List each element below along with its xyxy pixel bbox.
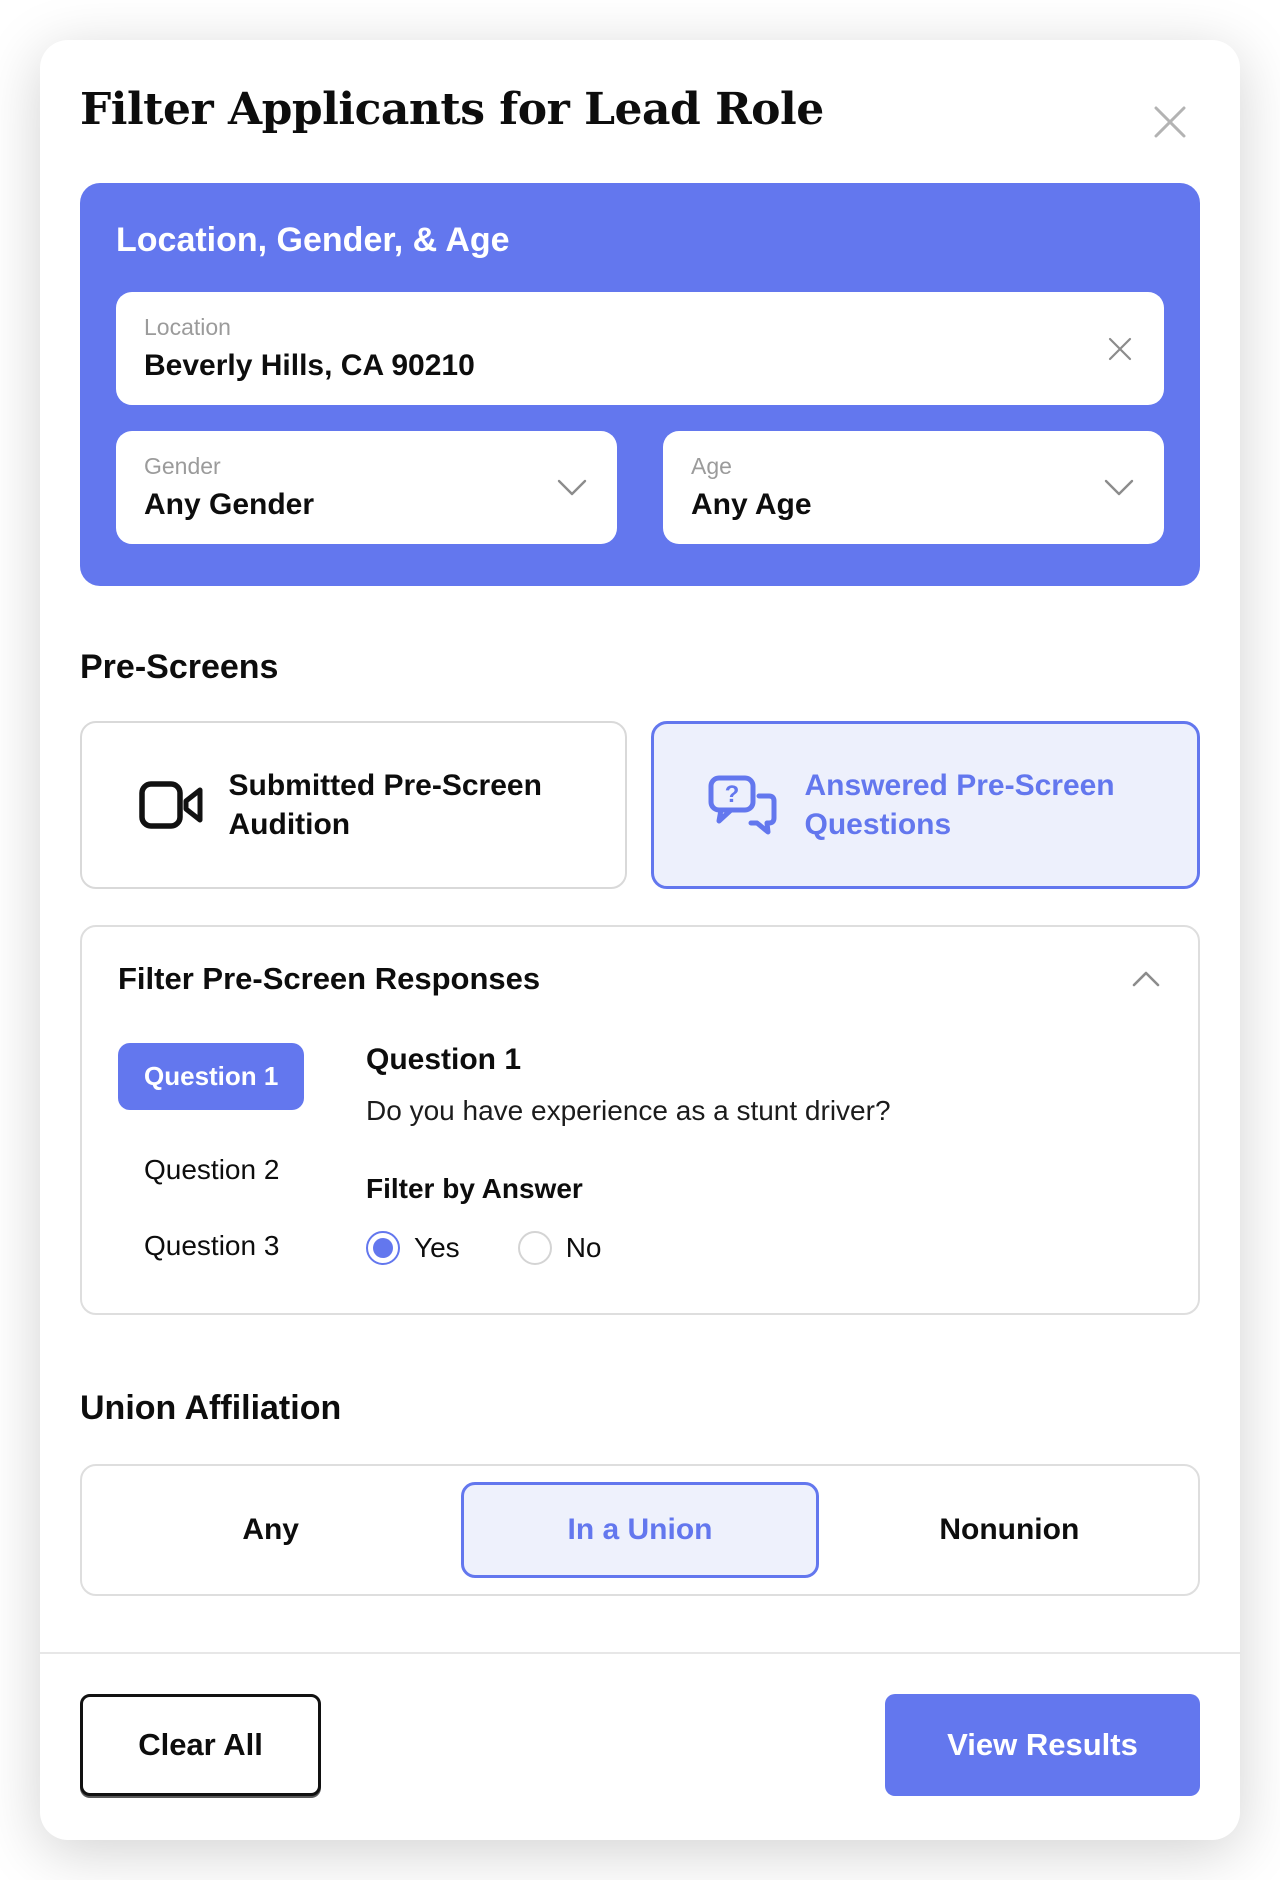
gender-field-text: Gender Any Gender: [144, 453, 314, 522]
gender-age-row: Gender Any Gender Age Any Age: [116, 431, 1164, 544]
location-field-text: Location Beverly Hills, CA 90210: [144, 314, 475, 383]
clear-location-button[interactable]: [1104, 333, 1136, 365]
modal-body: Filter Applicants for Lead Role Location…: [40, 40, 1240, 1652]
radio-no-label: No: [565, 1232, 602, 1263]
chevron-up-icon[interactable]: [1130, 969, 1162, 989]
chevron-down-icon: [1104, 479, 1134, 495]
age-select[interactable]: Age Any Age: [663, 431, 1164, 544]
clear-all-button[interactable]: Clear All: [80, 1694, 321, 1796]
question-tabs: Question 1 Question 2 Question 3: [118, 1043, 324, 1265]
gender-select[interactable]: Gender Any Gender: [116, 431, 617, 544]
modal-footer: Clear All View Results: [40, 1654, 1240, 1840]
answer-option-no[interactable]: No: [517, 1231, 602, 1265]
union-affiliation-segmented-control: Any In a Union Nonunion: [80, 1464, 1200, 1596]
tab-question-1[interactable]: Question 1: [118, 1043, 305, 1110]
question-detail: Question 1 Do you have experience as a s…: [324, 1043, 1162, 1265]
question-text: Do you have experience as a stunt driver…: [366, 1095, 891, 1126]
segment-in-a-union[interactable]: In a Union: [461, 1482, 819, 1578]
age-label: Age: [691, 453, 732, 479]
pre-screen-responses-panel: Filter Pre-Screen Responses Question 1 Q…: [80, 925, 1200, 1315]
modal-title: Filter Applicants for Lead Role: [80, 84, 824, 135]
pre-screen-options: Submitted Pre-Screen Audition ? Answered…: [80, 721, 1200, 889]
filter-applicants-modal: Filter Applicants for Lead Role Location…: [40, 40, 1240, 1840]
close-button[interactable]: [1148, 100, 1192, 144]
tab-question-2[interactable]: Question 2: [118, 1154, 324, 1186]
answer-option-yes[interactable]: Yes: [366, 1231, 460, 1265]
location-gender-age-panel: Location, Gender, & Age Location Beverly…: [80, 183, 1200, 586]
filter-by-answer-label: Filter by Answer: [366, 1173, 583, 1204]
age-field-text: Age Any Age: [691, 453, 812, 522]
age-value: Any Age: [691, 488, 812, 521]
clear-location-icon: [1108, 337, 1132, 360]
close-icon: [1154, 106, 1186, 138]
submitted-pre-screen-audition-card[interactable]: Submitted Pre-Screen Audition: [80, 721, 627, 889]
answered-pre-screen-questions-card[interactable]: ? Answered Pre-Screen Questions: [651, 721, 1200, 889]
answer-radio-row: Yes No: [366, 1231, 1162, 1265]
radio-yes-label: Yes: [414, 1232, 460, 1263]
view-results-button[interactable]: View Results: [885, 1694, 1200, 1796]
location-value: Beverly Hills, CA 90210: [144, 349, 475, 382]
gender-label: Gender: [144, 453, 221, 479]
pre-screens-heading: Pre-Screens: [80, 648, 279, 686]
location-input[interactable]: Location Beverly Hills, CA 90210: [116, 292, 1164, 405]
gender-value: Any Gender: [144, 488, 315, 521]
footer-divider: [40, 1652, 1240, 1654]
responses-content: Question 1 Question 2 Question 3 Questio…: [118, 1043, 1162, 1265]
svg-text:?: ?: [724, 781, 739, 808]
question-chat-icon: ?: [708, 775, 776, 835]
video-camera-icon: [138, 781, 202, 829]
question-title: Question 1: [366, 1043, 522, 1076]
location-panel-title: Location, Gender, & Age: [116, 221, 510, 259]
chevron-down-icon: [557, 479, 587, 495]
submitted-pre-screen-label: Submitted Pre-Screen Audition: [228, 769, 542, 841]
radio-yes-icon[interactable]: [366, 1231, 400, 1265]
segment-nonunion[interactable]: Nonunion: [831, 1482, 1188, 1578]
union-affiliation-heading: Union Affiliation: [80, 1389, 342, 1427]
responses-panel-title: Filter Pre-Screen Responses: [118, 961, 541, 996]
responses-panel-header[interactable]: Filter Pre-Screen Responses: [118, 961, 1162, 997]
answered-pre-screen-label: Answered Pre-Screen Questions: [804, 769, 1115, 841]
location-label: Location: [144, 314, 231, 340]
tab-question-3[interactable]: Question 3: [118, 1230, 324, 1262]
segment-any[interactable]: Any: [92, 1482, 449, 1578]
radio-no-icon[interactable]: [517, 1231, 552, 1265]
